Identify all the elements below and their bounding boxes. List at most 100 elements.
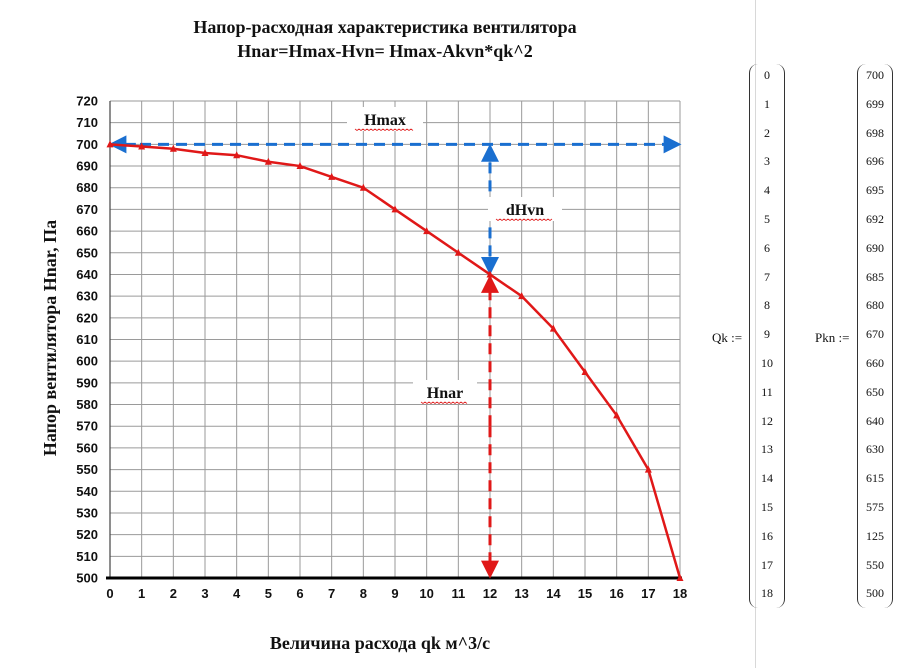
x-tick-label: 17 [641,586,655,601]
matrix-cell: 660 [866,356,884,370]
matrix-cell: 650 [866,384,884,399]
matrix-cell: 14 [761,471,773,486]
hnar-label: Hnar [427,385,463,402]
matrix-cell: 615 [866,471,884,486]
matrix-cell: 685 [866,269,884,284]
data-point [233,151,241,159]
hmax-label-underline [354,128,414,131]
chart-title-line1: Напор-расходная характеристика вентилято… [193,17,576,37]
matrix-cell: 3 [764,154,770,169]
x-tick-label: 6 [296,586,303,601]
hmax-label-box [347,107,423,131]
x-tick-label: 8 [360,586,367,601]
matrix-cell: 695 [866,183,884,198]
matrix-cell: 500 [866,586,884,601]
matrix-cell: 670 [866,327,884,342]
matrix-cell: 18 [761,586,773,601]
y-tick-label: 660 [76,224,98,239]
matrix-cell: 696 [866,154,884,169]
matrix-cell: 2 [764,125,770,140]
series [106,140,684,581]
matrix-cell: 15 [761,500,773,514]
data-point [264,157,272,165]
x-tick-labels: 0 1 2 3 4 5 6 7 8 9 10 11 12 13 14 15 16 17 18 [106,586,687,601]
x-tick-label: 13 [514,586,528,601]
matrix-cell: 17 [761,557,773,572]
matrix-cell: 700 [866,68,884,82]
matrix-cell: 698 [866,125,884,140]
matrix-cell: 575 [866,500,884,514]
x-axis-label: Величина расхода qk м^3/с [270,633,490,653]
data-point [613,411,621,419]
x-tick-label: 4 [233,586,241,601]
data-point [644,465,652,473]
matrix-cell: 7 [764,269,770,284]
y-tick-label: 710 [76,115,98,130]
y-tick-label: 720 [76,94,98,109]
qk-matrix-label: Qk := [712,330,743,345]
panel-divider [755,0,756,668]
matrix-cell: 9 [764,327,770,342]
y-tick-label: 670 [76,202,98,217]
x-tick-label: 10 [419,586,433,601]
chart-title-line2: Hnar=Hmax-Hvn= Hmax-Akvn*qk^2 [237,41,533,61]
y-tick-label: 550 [76,462,98,477]
matrix-cell: 5 [764,212,770,226]
data-point [138,142,146,150]
y-tick-label: 700 [76,137,98,152]
y-tick-label: 540 [76,484,98,499]
data-point [518,292,526,300]
matrix-cell: 550 [866,557,884,572]
matrix-cell: 10 [761,356,773,370]
hmax-label: Hmax [364,112,406,129]
data-point [676,574,684,581]
matrix-cell: 699 [866,96,884,111]
y-tick-label: 640 [76,267,98,282]
y-tick-labels: 500 510 520 530 540 550 560 570 580 590 600 610 620 6… [76,94,98,586]
matrix-cell: 690 [866,240,884,255]
x-tick-label: 2 [170,586,177,601]
data-point [359,183,367,191]
matrix-cell: 0 [764,68,770,82]
matrix-cell: 1 [764,96,770,111]
y-tick-label: 500 [76,571,98,586]
dhvn-label: dHvn [506,202,544,219]
y-tick-label: 690 [76,159,98,174]
matrix-cell: 630 [866,442,884,457]
qk-matrix: 0 1 2 3 4 5 6 7 8 9 10 11 12 13 14 15 16 17 18 [749,64,785,608]
y-tick-label: 560 [76,440,98,455]
data-point [423,227,431,235]
hnar-label-underline [420,401,468,404]
data-point [328,172,336,180]
x-tick-label: 11 [451,586,465,601]
x-tick-label: 14 [546,586,561,601]
hnar-label-box [413,380,477,404]
matrix-cell: 11 [761,384,773,399]
y-tick-label: 650 [76,245,98,260]
x-tick-label: 16 [609,586,623,601]
dhvn-label-box [488,197,562,221]
data-point [201,149,209,157]
data-point [454,248,462,256]
matrix-cell: 8 [764,298,770,313]
y-tick-label: 680 [76,180,98,195]
matrix-cell: 13 [761,442,773,457]
y-tick-label: 610 [76,332,98,347]
data-point [391,205,399,213]
x-tick-label: 12 [483,586,497,601]
grid [109,100,681,579]
matrix-cell: 125 [866,528,884,543]
matrix-cell: 680 [866,298,884,313]
matrix-cell: 6 [764,240,770,255]
data-point [581,368,589,376]
x-tick-label: 3 [201,586,208,601]
x-tick-label: 0 [106,586,113,601]
y-tick-label: 600 [76,354,98,369]
y-tick-label: 580 [76,397,98,412]
y-axis-label: Напор вентилятора Hnar, Па [40,220,60,456]
x-tick-label: 15 [578,586,592,601]
x-tick-label: 5 [265,586,272,601]
pkn-matrix-label: Pkn := [815,330,850,345]
data-point [296,162,304,170]
y-tick-label: 510 [76,549,98,564]
